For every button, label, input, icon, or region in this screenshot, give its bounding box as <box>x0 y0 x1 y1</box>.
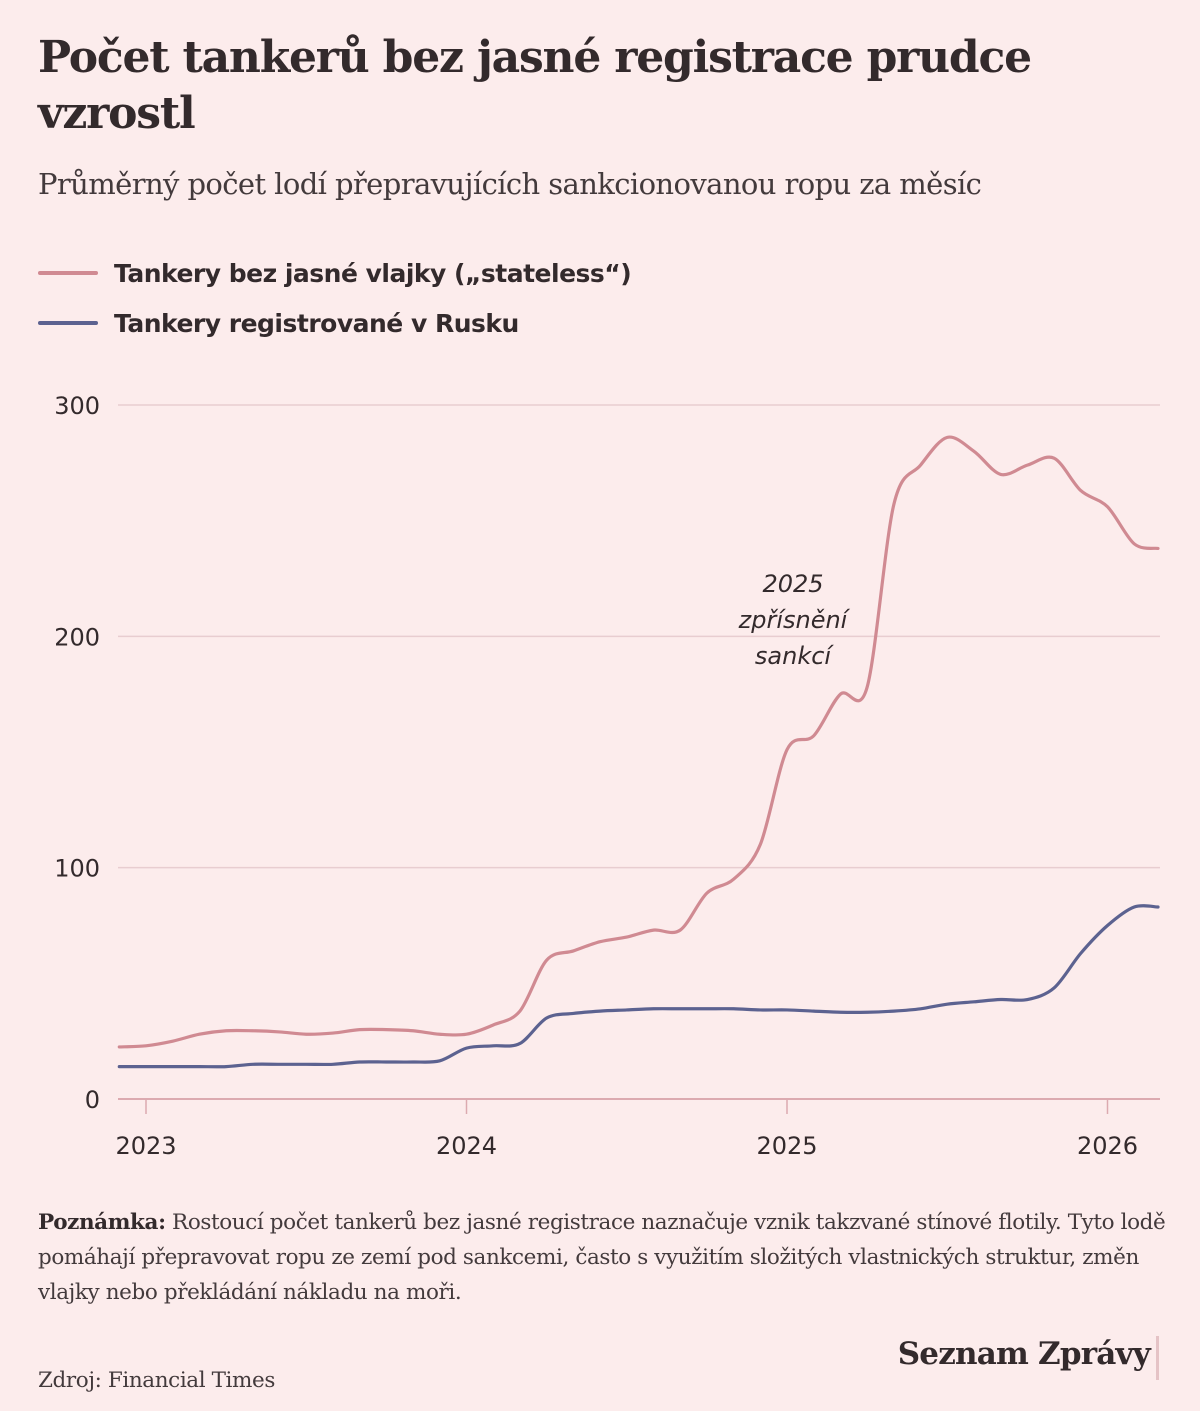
x-tick-label: 2026 <box>1077 1132 1138 1160</box>
chart-title: Počet tankerů bez jasné registrace prudc… <box>38 32 1032 139</box>
source-credit: Zdroj: Financial Times <box>38 1368 275 1393</box>
y-tick-label: 200 <box>54 623 100 651</box>
annotation-line: sankcí <box>755 642 835 670</box>
series-line-russia <box>117 904 1160 1069</box>
legend-swatch-russia <box>38 321 98 325</box>
footnote: Poznámka: Rostoucí počet tankerů bez jas… <box>38 1205 1168 1310</box>
legend-label-stateless: Tankery bez jasné vlajky („stateless“) <box>114 258 632 288</box>
logo-divider <box>1156 1336 1159 1380</box>
y-tick-label: 100 <box>54 855 100 883</box>
series-lines <box>117 435 1160 1069</box>
gridlines <box>118 404 1160 1100</box>
y-axis: 0 100 200 300 <box>54 392 100 1114</box>
x-tick-label: 2023 <box>115 1132 176 1160</box>
annotations: 2025 zpřísnění sankcí <box>738 570 851 670</box>
legend-label-russia: Tankery registrované v Rusku <box>114 308 519 338</box>
y-tick-label: 300 <box>54 392 100 420</box>
legend-item-stateless: Tankery bez jasné vlajky („stateless“) <box>38 248 632 298</box>
legend-swatch-stateless <box>38 271 98 275</box>
annotation-line: 2025 <box>762 570 823 598</box>
legend: Tankery bez jasné vlajky („stateless“) T… <box>38 248 632 348</box>
line-chart: 0 100 200 300 2023 2024 2025 2026 2025 zpřísněn… <box>54 392 1160 1160</box>
x-axis: 2023 2024 2025 2026 <box>115 1099 1138 1160</box>
series-line-stateless <box>117 435 1160 1049</box>
x-tick-label: 2024 <box>436 1132 497 1160</box>
legend-item-russia: Tankery registrované v Rusku <box>38 298 631 348</box>
footnote-text: Rostoucí počet tankerů bez jasné registr… <box>38 1210 1166 1305</box>
chart-subtitle: Průměrný počet lodí přepravujících sankc… <box>38 167 982 201</box>
x-tick-label: 2025 <box>756 1132 817 1160</box>
y-tick-label: 0 <box>85 1086 100 1114</box>
publisher-logo: Seznam Zprávy <box>897 1336 1151 1372</box>
annotation-line: zpřísnění <box>738 606 851 634</box>
footnote-label: Poznámka: <box>38 1210 166 1235</box>
annotation-sanctions: 2025 zpřísnění sankcí <box>738 570 851 670</box>
